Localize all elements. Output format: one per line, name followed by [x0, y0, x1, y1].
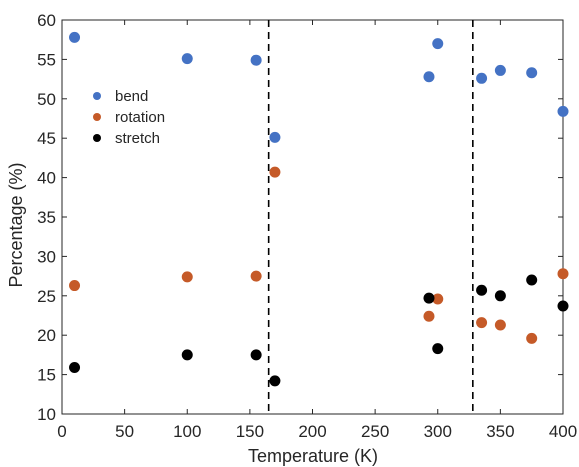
y-tick-label: 20	[37, 326, 56, 345]
bend-point	[181, 53, 193, 65]
rotation-point	[423, 310, 435, 322]
bend-point	[557, 105, 569, 117]
plot-area: 0 50 100 150 200 250 300 350 400 10 15 20 25 30 35 40 45…	[37, 11, 577, 441]
bend-point	[423, 71, 435, 83]
bend-point	[269, 131, 281, 143]
legend-marker-stretch	[93, 134, 101, 142]
x-tick-label: 0	[57, 422, 66, 441]
stretch-point	[69, 362, 81, 374]
rotation-point	[181, 271, 193, 283]
stretch-point	[250, 349, 262, 361]
legend-marker-rotation	[93, 113, 101, 121]
y-tick-label: 25	[37, 287, 56, 306]
x-tick-label: 300	[424, 422, 452, 441]
y-tick-label: 15	[37, 366, 56, 385]
stretch-point	[423, 292, 435, 304]
stretch-point	[476, 284, 488, 296]
rotation-point	[476, 317, 488, 329]
stretch-point	[432, 343, 444, 355]
rotation-point	[557, 268, 569, 280]
y-tick-label: 35	[37, 208, 56, 227]
rotation-point	[269, 166, 281, 178]
y-tick-label: 45	[37, 129, 56, 148]
rotation-point	[69, 280, 81, 292]
legend-marker-bend	[93, 92, 101, 100]
rotation-point	[494, 319, 506, 331]
bend-point	[432, 38, 444, 50]
stretch-point	[557, 300, 569, 312]
x-tick-label: 350	[486, 422, 514, 441]
x-tick-label: 250	[361, 422, 389, 441]
legend-label-bend: bend	[115, 88, 148, 105]
y-tick-label: 55	[37, 50, 56, 69]
x-tick-label: 400	[549, 422, 577, 441]
x-tick-label: 100	[173, 422, 201, 441]
y-tick-label: 50	[37, 90, 56, 109]
x-tick-label: 150	[236, 422, 264, 441]
stretch-point	[181, 349, 193, 361]
bend-point	[476, 72, 488, 84]
bend-point	[526, 67, 538, 79]
y-tick-label: 10	[37, 405, 56, 424]
legend-label-rotation: rotation	[115, 109, 165, 126]
y-tick-label: 40	[37, 169, 56, 188]
rotation-point	[432, 293, 444, 305]
bend-point	[494, 64, 506, 76]
stretch-point	[269, 375, 281, 387]
y-tick-label: 30	[37, 247, 56, 266]
x-axis-label: Temperature (K)	[248, 446, 378, 466]
y-tick-label: 60	[37, 11, 56, 30]
rotation-point	[250, 270, 262, 282]
y-axis-label: Percentage (%)	[6, 162, 26, 287]
legend-label-stretch: stretch	[115, 130, 160, 147]
bend-point	[69, 31, 81, 43]
x-tick-label: 200	[298, 422, 326, 441]
rotation-point	[526, 332, 538, 344]
stretch-point	[494, 290, 506, 302]
stretch-point	[526, 274, 538, 286]
x-tick-label: 50	[115, 422, 134, 441]
bend-point	[250, 54, 262, 66]
legend: bend rotation stretch	[93, 88, 165, 147]
